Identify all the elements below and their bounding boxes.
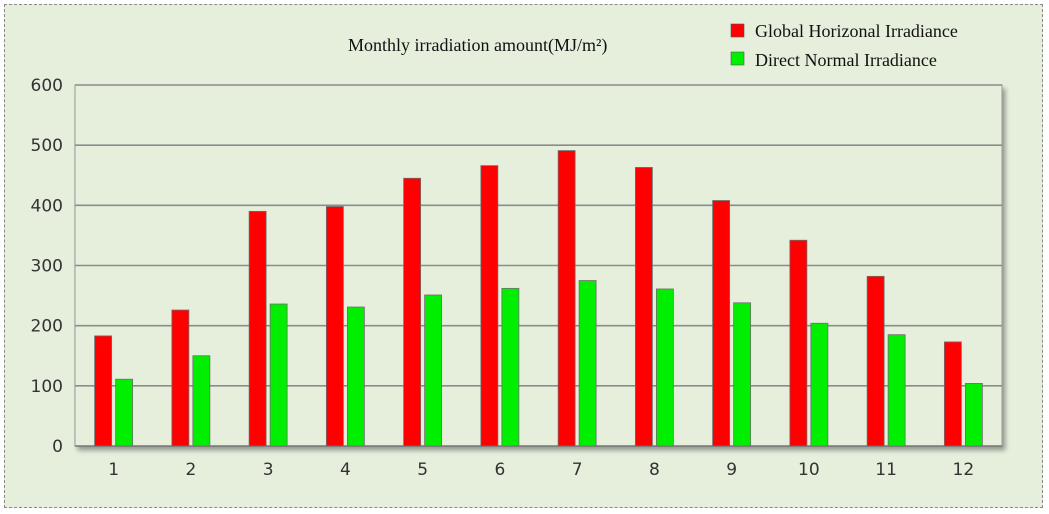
bar-direct-8 [655,288,674,447]
bar-direct-12 [964,383,983,447]
legend-entry-global: Global Horizonal Irradiance [730,21,958,41]
x-tick-label: 1 [108,460,119,480]
x-tick-label: 2 [185,460,196,480]
bar-global-2 [171,309,190,447]
bar-global-1 [94,335,113,447]
legend-swatch-direct [730,51,745,66]
bar-global-6 [480,165,499,447]
x-tick-label: 4 [340,460,351,480]
x-tick-label: 5 [417,460,428,480]
gridlines [75,84,1002,447]
bar-direct-5 [424,294,443,447]
bar-global-8 [634,167,653,447]
bar-direct-3 [269,303,288,447]
legend-entry-direct: Direct Normal Irradiance [730,50,937,70]
bar-direct-4 [346,306,365,447]
bar-global-10 [789,239,808,447]
bar-global-9 [712,200,731,447]
x-tick-label: 12 [953,460,975,480]
bar-global-5 [403,177,422,447]
y-tick-label: 200 [31,317,63,337]
bar-global-3 [248,210,267,447]
bar-direct-7 [578,280,597,447]
x-tick-label: 10 [798,460,820,480]
legend-swatch-global [730,23,745,38]
y-tick-label: 500 [31,136,63,156]
x-tick-label: 3 [263,460,274,480]
bar-direct-9 [733,302,752,447]
bar-direct-11 [887,334,906,447]
y-tick-label: 0 [52,437,63,457]
legend: Global Horizonal Irradiance Direct Norma… [730,21,958,70]
bar-direct-2 [192,355,211,447]
x-axis-ticks: 1 2 3 4 5 6 7 8 9 10 11 12 [108,460,974,480]
y-axis-ticks: 0 100 200 300 400 500 600 [31,76,63,457]
x-tick-label: 7 [572,460,583,480]
bar-direct-10 [810,322,829,447]
bar-global-7 [557,150,576,447]
x-tick-label: 9 [726,460,737,480]
chart-title: Monthly irradiation amount(MJ/m²) [348,35,607,56]
bar-global-4 [325,206,344,447]
bar-direct-6 [501,287,520,447]
y-tick-label: 400 [31,196,63,216]
legend-label-direct: Direct Normal Irradiance [755,50,937,70]
bar-global-11 [866,275,885,447]
x-tick-label: 6 [494,460,505,480]
x-tick-label: 8 [649,460,660,480]
y-tick-label: 300 [31,257,63,277]
bar-global-12 [943,341,962,447]
y-tick-label: 600 [31,76,63,96]
y-tick-label: 100 [31,377,63,397]
legend-label-global: Global Horizonal Irradiance [755,21,958,41]
bar-direct-1 [115,378,134,447]
bars [94,150,983,447]
x-tick-label: 11 [875,460,897,480]
